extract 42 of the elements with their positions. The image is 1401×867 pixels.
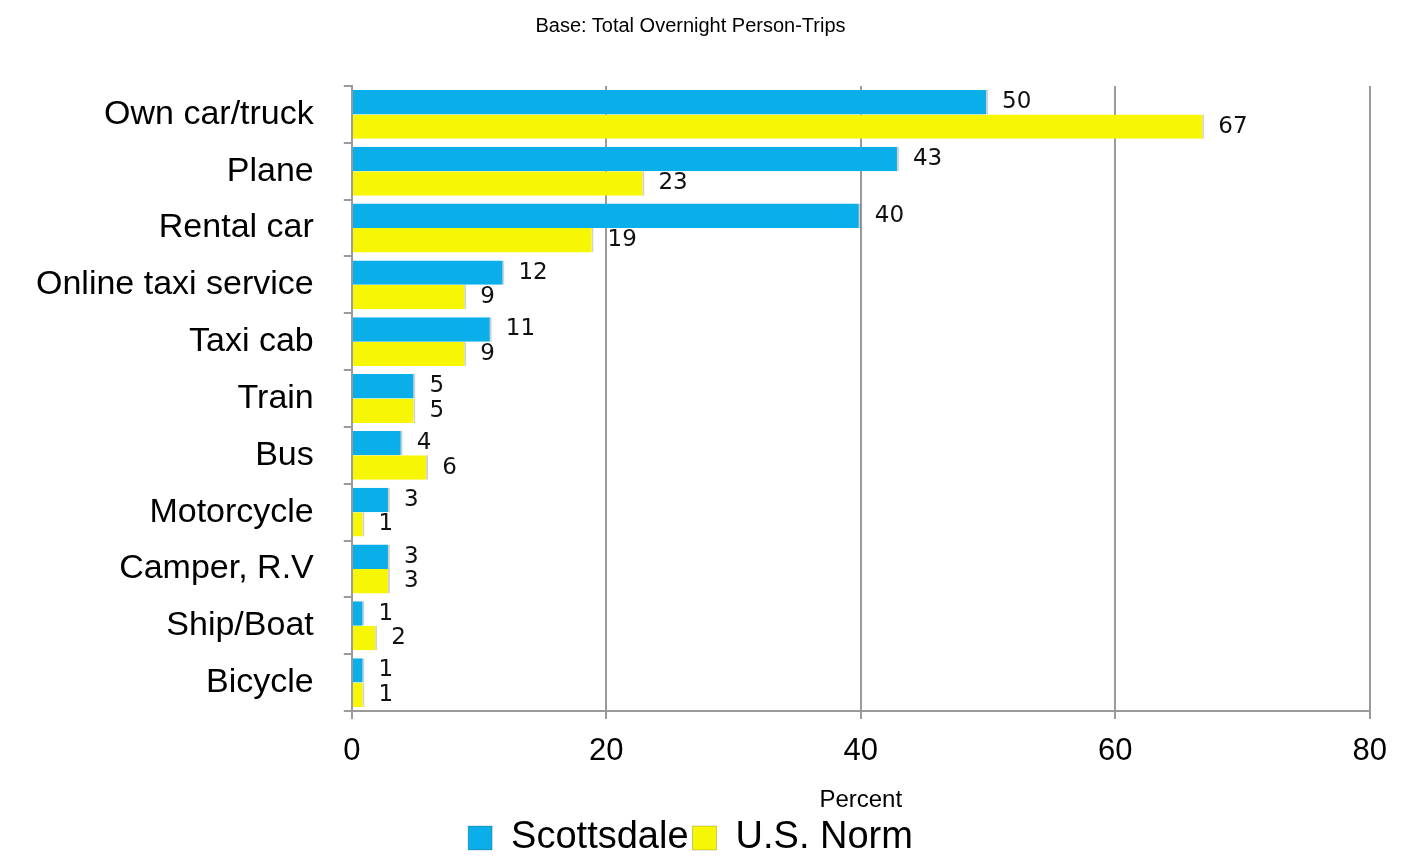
data-label: 5 [429, 395, 445, 422]
data-label: 1 [378, 679, 394, 706]
data-label: 11 [505, 314, 536, 341]
data-label: 4 [416, 428, 432, 455]
x-tick-label: 40 [843, 732, 879, 768]
y-tick-label: Plane [226, 149, 314, 188]
x-tick-label: 60 [1098, 732, 1133, 768]
data-label: 3 [403, 484, 419, 511]
x-tick-label: 20 [589, 732, 624, 768]
data-label: 2 [391, 622, 406, 649]
y-tick-label: Taxi cab [189, 320, 314, 359]
y-tick-label: Rental car [158, 206, 314, 245]
data-label: 19 [607, 225, 637, 252]
chart-title: Base: Total Overnight Person-Trips [535, 13, 846, 36]
y-tick-label: Online taxi service [36, 263, 314, 302]
data-label: 3 [403, 541, 419, 568]
data-label: 43 [912, 143, 943, 170]
data-label: 67 [1218, 111, 1248, 138]
legend-label: Scottsdale [511, 814, 689, 857]
data-label: 23 [658, 168, 688, 195]
x-tick-label: 80 [1352, 732, 1387, 768]
y-tick-label: Bicycle [206, 660, 314, 699]
y-tick-label: Ship/Boat [166, 604, 315, 643]
data-label: 1 [378, 655, 394, 682]
y-tick-label: Motorcycle [149, 490, 314, 529]
y-tick-label: Camper, R.V [119, 547, 315, 586]
y-tick-label: Bus [255, 433, 314, 472]
data-label: 50 [1002, 87, 1032, 114]
y-tick-label: Own car/truck [104, 92, 315, 131]
data-label: 12 [518, 257, 548, 284]
legend-label: U.S. Norm [735, 814, 913, 857]
data-label: 9 [480, 338, 495, 365]
data-label: 6 [442, 452, 457, 479]
data-label: 9 [480, 282, 495, 309]
data-label: 5 [429, 371, 445, 398]
data-label: 1 [378, 509, 394, 536]
data-label: 1 [378, 598, 394, 625]
y-tick-label: Train [237, 376, 314, 415]
x-axis-title: Percent [819, 785, 903, 813]
x-tick-label: 0 [343, 732, 361, 768]
data-label: 40 [874, 200, 905, 227]
data-label: 3 [403, 566, 419, 593]
